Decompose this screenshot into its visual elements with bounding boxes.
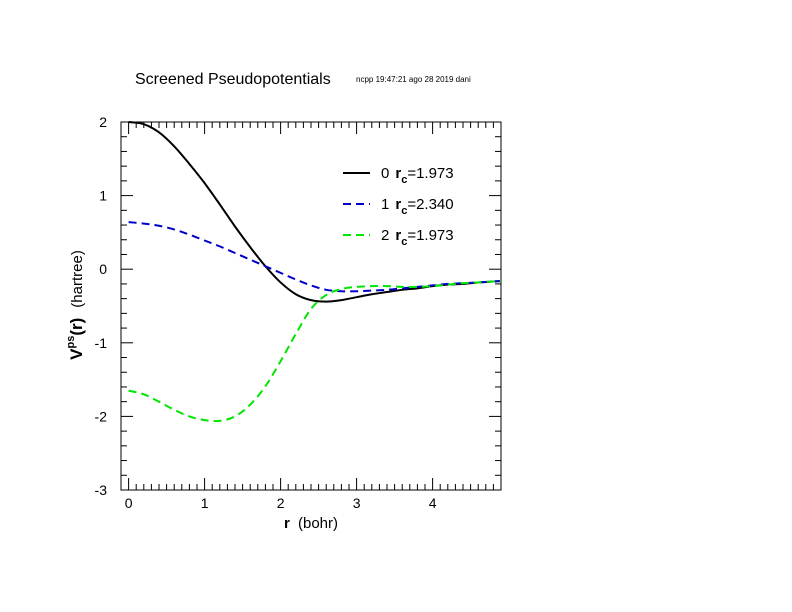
major-ticks: [121, 121, 501, 491]
series-lines: [128, 121, 502, 423]
legend-rc-label: r: [395, 196, 401, 213]
legend-rc-value: =1.973: [407, 165, 453, 182]
series-line-1: [128, 221, 502, 293]
chart-stamp: ncpp 19:47:21 ago 28 2019 dani: [356, 75, 471, 84]
x-tick-label: 2: [277, 495, 285, 511]
legend-rc-sub: c: [401, 174, 407, 186]
legend-series-name: 2: [381, 227, 389, 244]
y-tick-label: 2: [99, 114, 107, 130]
y-tick-label: -1: [95, 335, 108, 351]
legend-rc-label: r: [395, 165, 401, 182]
legend-label-0: 0 rc=1.973: [381, 165, 454, 186]
series-line-2: [128, 279, 502, 423]
legend-rc-sub: c: [401, 205, 407, 217]
x-axis-label: r (bohr): [284, 515, 338, 532]
legend-rc-value: =1.973: [407, 227, 453, 244]
y-axis-label-main: V: [67, 348, 86, 360]
x-tick-label: 3: [353, 495, 361, 511]
legend-rc-sub: c: [401, 236, 407, 248]
y-axis-label: Vps(r) (hartree): [65, 250, 86, 360]
legend-series-name: 0: [381, 165, 389, 182]
legend-label-2: 2 rc=1.973: [381, 227, 454, 248]
legend-rc-value: =2.340: [407, 196, 453, 213]
y-tick-label: -2: [95, 408, 108, 424]
minor-ticks: [121, 122, 501, 490]
y-axis-label-arg: (r): [67, 318, 86, 336]
x-tick-label: 0: [125, 495, 133, 511]
legend-label-1: 1 rc=2.340: [381, 196, 454, 217]
x-tick-label: 4: [429, 495, 437, 511]
y-tick-label: 0: [99, 261, 107, 277]
y-tick-label: -3: [95, 482, 108, 498]
y-axis-label-sup: ps: [65, 336, 77, 349]
x-axis-label-unit: (bohr): [298, 515, 338, 532]
x-tick-labels: 0 1 2 3 4: [125, 495, 437, 511]
legend-series-name: 1: [381, 196, 389, 213]
y-tick-labels: 2 1 0 -1 -2 -3: [95, 114, 108, 498]
y-tick-label: 1: [99, 188, 107, 204]
y-axis-label-unit: (hartree): [69, 250, 86, 308]
x-axis-label-main: r: [284, 515, 290, 532]
legend-rc-label: r: [395, 227, 401, 244]
chart-title: Screened Pseudopotentials: [135, 71, 331, 88]
x-tick-label: 1: [201, 495, 209, 511]
